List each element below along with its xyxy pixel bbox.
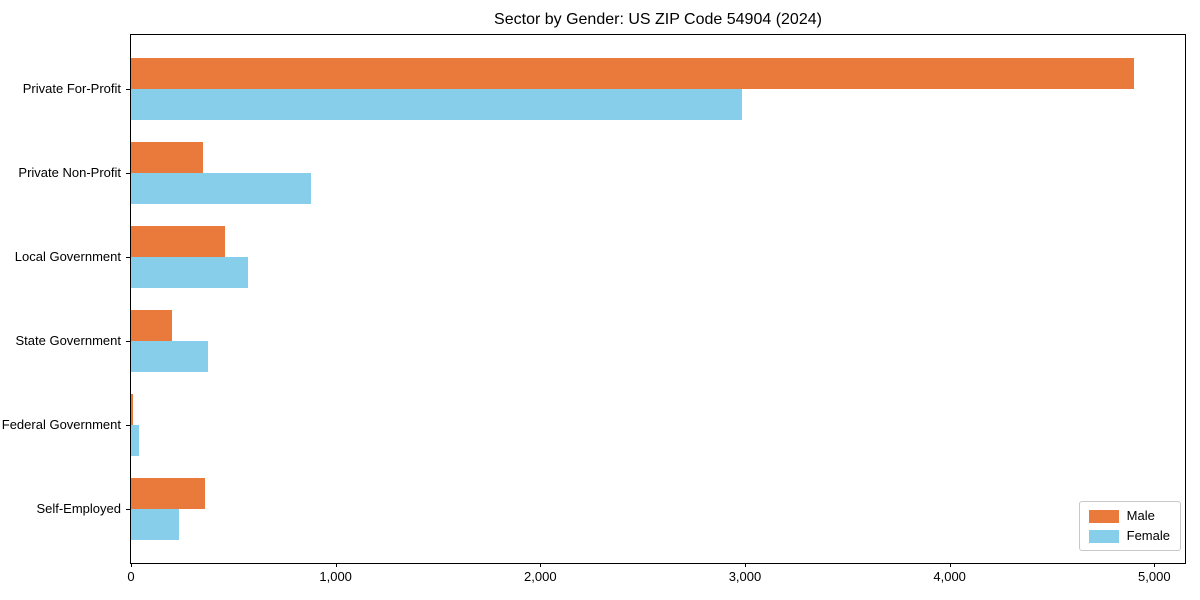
- y-axis-tick-federal-government: [126, 425, 130, 426]
- y-axis-label-local-government: Local Government: [14, 249, 121, 264]
- bar-female-private-non-profit: [131, 173, 312, 204]
- y-axis-label-federal-government: Federal Government: [1, 417, 121, 432]
- x-axis-tick-2000: [540, 563, 542, 567]
- y-axis-tick-self-employed: [126, 509, 130, 510]
- x-axis-tick-0: [131, 563, 132, 567]
- legend-item-female: Female: [1088, 528, 1170, 543]
- bar-male-private-non-profit: [131, 142, 203, 173]
- legend-label-female: Female: [1126, 528, 1170, 543]
- female-series-swatch: [1088, 529, 1119, 543]
- chart-title: Sector by Gender: US ZIP Code 54904 (202…: [494, 11, 822, 28]
- bar-female-local-government: [131, 257, 248, 288]
- bar-male-state-government: [131, 310, 172, 341]
- plot-area: Private For-Profit Private Non-Profit Loca…: [2, 34, 1186, 584]
- bar-female-self-employed: [131, 509, 180, 540]
- legend-item-male: Male: [1088, 508, 1170, 523]
- x-axis-label-3000: 3,000: [728, 569, 762, 584]
- x-axis-tick-4000: [949, 563, 951, 567]
- y-axis-tick-private-non-profit: [126, 173, 130, 174]
- bars-layer: Private For-Profit Private Non-Profit Loca…: [2, 35, 1185, 584]
- x-axis-tick-1000: [335, 563, 337, 567]
- x-axis-label-5000: 5,000: [1138, 569, 1171, 584]
- male-series-swatch: [1088, 509, 1119, 523]
- bar-male-federal-government: [131, 394, 133, 425]
- legend-label-male: Male: [1126, 508, 1155, 523]
- x-axis-label-1000: 1,000: [319, 569, 352, 584]
- y-axis-label-private-non-profit: Private Non-Profit: [18, 165, 121, 180]
- bar-male-local-government: [131, 226, 226, 257]
- x-axis-label-4000: 4,000: [933, 569, 966, 584]
- y-axis-tick-state-government: [126, 341, 130, 342]
- y-axis-label-self-employed: Self-Employed: [36, 501, 121, 516]
- x-axis-label-0: 0: [127, 569, 135, 584]
- y-axis-label-private-for-profit: Private For-Profit: [22, 81, 121, 96]
- bar-female-private-for-profit: [131, 89, 742, 120]
- y-axis-label-state-government: State Government: [15, 333, 122, 348]
- y-axis-tick-local-government: [126, 257, 130, 258]
- bar-male-private-for-profit: [131, 58, 1134, 89]
- bar-female-federal-government: [131, 425, 140, 456]
- bar-male-self-employed: [131, 478, 205, 509]
- x-axis-tick-3000: [744, 563, 746, 567]
- legend: Male Female: [1078, 501, 1181, 551]
- y-axis-tick-private-for-profit: [126, 89, 130, 90]
- x-axis-label-2000: 2,000: [524, 569, 557, 584]
- bar-female-state-government: [131, 341, 208, 372]
- x-axis-tick-5000: [1154, 563, 1156, 567]
